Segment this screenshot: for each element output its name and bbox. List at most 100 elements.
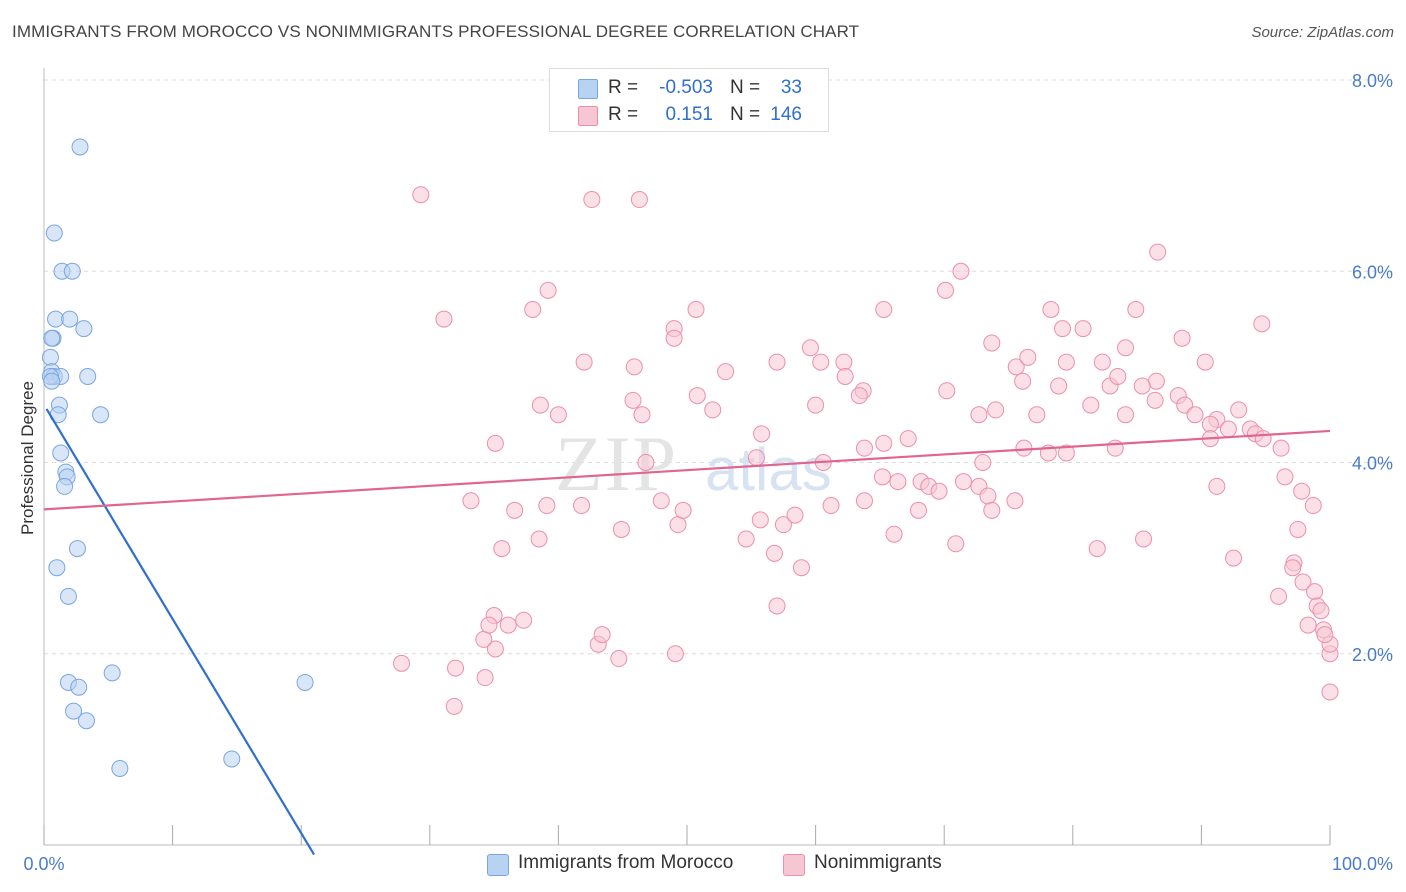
blue-point [71,138,89,156]
pink-point [637,454,655,471]
source-label: Source: ZipAtlas.com [1251,24,1394,41]
pink-point [625,358,643,376]
pink-point [1293,482,1311,500]
pink-point [983,501,1001,519]
pink-point [1006,492,1024,510]
y-tick-label: 6.0% [1352,262,1393,282]
pink-point [954,473,972,491]
svg-text:atlas: atlas [705,436,832,503]
pink-point [835,353,853,371]
blue-point [223,750,241,768]
pink-point [855,492,873,510]
pink-point [786,506,804,524]
pink-point [1057,353,1075,371]
pink-point [737,530,755,548]
pink-point [573,497,591,515]
nonimmigrants-points [393,81,1339,715]
pink-trend-line [43,429,1331,511]
pink-point [462,492,480,510]
blue-point [48,559,66,577]
blue-point [47,310,65,328]
x-tick-label: 100.0% [1332,854,1393,874]
legend-row-nonimmigrants: R = 0.151 N = 146 [550,100,828,127]
legend-swatch-blue [578,79,598,99]
pink-point [1254,430,1272,448]
pink-point [486,434,504,452]
bottom-legend-swatch-blue [487,854,509,876]
legend-n-value: 146 [770,104,802,125]
pink-point [1196,353,1214,371]
pink-point [812,353,830,371]
pink-point [1208,477,1226,495]
pink-point [1019,348,1037,366]
watermark: ZIP atlas [555,420,832,507]
legend-swatch-pink [578,106,598,126]
blue-point [52,444,70,462]
pink-point [412,186,430,204]
blue-trend-line [45,408,316,856]
blue-point [41,348,59,366]
pink-point [1270,587,1288,605]
pink-point [506,501,524,519]
pink-point [1127,301,1145,318]
pink-point [947,535,965,553]
pink-point [687,301,705,318]
blue-point [63,262,81,280]
pink-point [1135,530,1153,548]
pink-point [665,329,683,347]
chart-title: IMMIGRANTS FROM MOROCCO VS NONIMMIGRANTS… [12,22,860,41]
pink-point [447,659,465,677]
blue-point [59,587,77,605]
pink-point [499,616,517,634]
pink-point [1028,406,1046,424]
pink-point [1133,377,1151,395]
pink-point [610,650,628,668]
blue-point [103,664,121,682]
pink-point [674,501,692,519]
pink-point [1312,602,1330,620]
pink-point [1015,439,1033,457]
pink-point [987,401,1005,419]
pink-point [1230,401,1248,419]
pink-point [530,530,548,548]
pink-point [480,616,498,634]
pink-point [1306,583,1324,601]
pink-point [938,382,956,400]
blue-point [92,406,110,424]
grid-lines [44,79,1392,655]
legend-r-label: R = [608,77,639,98]
blue-point [79,367,97,385]
pink-point [885,525,903,543]
pink-point [1007,358,1025,376]
correlation-legend: R = -0.503 N = 33 R = 0.151 N = 146 [549,68,829,132]
pink-point [435,310,453,328]
pink-point [753,425,771,443]
pink-point [1294,573,1312,591]
pink-point [549,406,567,424]
svg-text:ZIP: ZIP [555,420,678,507]
blue-point [68,540,86,558]
pink-point [801,339,819,357]
pink-point [979,487,997,505]
pink-point [836,367,854,385]
legend-n-label: N = [730,104,761,125]
legend-r-value: 0.151 [665,104,713,125]
pink-point [1088,540,1106,558]
pink-point [704,401,722,419]
pink-point [1299,616,1317,634]
pink-point [1201,415,1219,433]
pink-point [583,191,601,209]
pink-point [1106,439,1124,457]
pink-point [875,434,893,452]
pink-point [1117,339,1135,357]
pink-point [1042,301,1060,318]
pink-point [1225,549,1243,567]
pink-point [873,468,891,486]
morocco-points [41,138,314,777]
bottom-legend-label: Nonimmigrants [814,852,942,873]
bottom-legend-swatch-pink [783,854,805,876]
pink-point [855,439,873,457]
pink-point [899,430,917,448]
pink-point [1109,367,1127,385]
